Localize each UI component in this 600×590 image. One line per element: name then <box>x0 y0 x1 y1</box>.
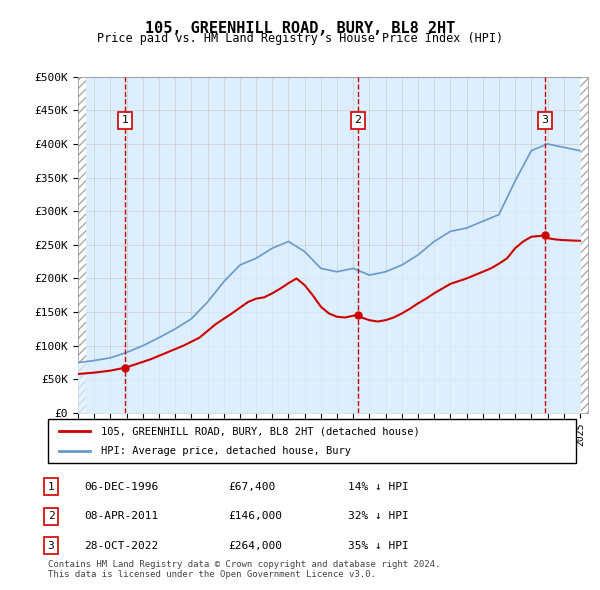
Text: 1: 1 <box>47 482 55 491</box>
Text: 08-APR-2011: 08-APR-2011 <box>84 512 158 521</box>
Text: 3: 3 <box>541 116 548 126</box>
Text: 1: 1 <box>122 116 129 126</box>
Bar <box>580 77 588 413</box>
Text: 105, GREENHILL ROAD, BURY, BL8 2HT (detached house): 105, GREENHILL ROAD, BURY, BL8 2HT (deta… <box>101 427 419 436</box>
Text: 105, GREENHILL ROAD, BURY, BL8 2HT: 105, GREENHILL ROAD, BURY, BL8 2HT <box>145 21 455 35</box>
FancyBboxPatch shape <box>48 419 576 463</box>
Text: 2: 2 <box>354 116 361 126</box>
Text: 28-OCT-2022: 28-OCT-2022 <box>84 541 158 550</box>
Text: £264,000: £264,000 <box>228 541 282 550</box>
Text: 14% ↓ HPI: 14% ↓ HPI <box>348 482 409 491</box>
Bar <box>78 77 86 413</box>
Text: 06-DEC-1996: 06-DEC-1996 <box>84 482 158 491</box>
Text: Price paid vs. HM Land Registry's House Price Index (HPI): Price paid vs. HM Land Registry's House … <box>97 32 503 45</box>
Text: Contains HM Land Registry data © Crown copyright and database right 2024.
This d: Contains HM Land Registry data © Crown c… <box>48 560 440 579</box>
Text: 3: 3 <box>47 541 55 550</box>
Text: £146,000: £146,000 <box>228 512 282 521</box>
Text: £67,400: £67,400 <box>228 482 275 491</box>
Text: HPI: Average price, detached house, Bury: HPI: Average price, detached house, Bury <box>101 446 351 455</box>
Text: 35% ↓ HPI: 35% ↓ HPI <box>348 541 409 550</box>
Text: 2: 2 <box>47 512 55 521</box>
Text: 32% ↓ HPI: 32% ↓ HPI <box>348 512 409 521</box>
